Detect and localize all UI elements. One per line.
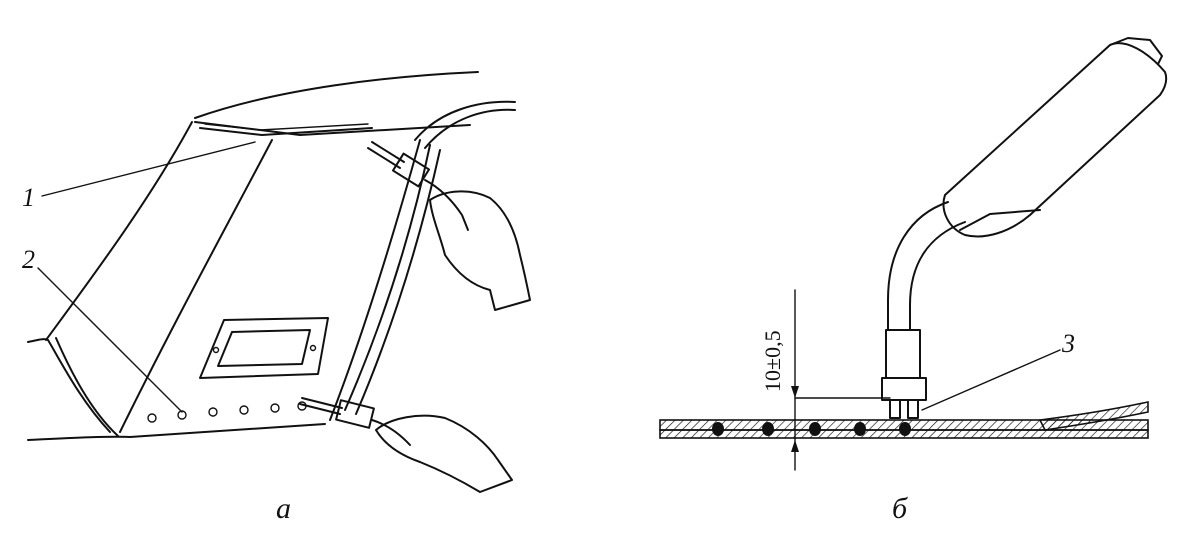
body-lower-contour [27, 338, 111, 433]
leader-line-3 [921, 349, 1061, 411]
weld-spot [854, 422, 866, 436]
weld-spot [899, 422, 911, 436]
upper-hand [429, 190, 531, 311]
roof-seam-bead [199, 127, 373, 136]
caption-panel-a: а [276, 492, 291, 525]
upper-welding-torch [367, 141, 531, 311]
sill-line [27, 423, 326, 441]
weld-hole [177, 410, 187, 420]
lower-hand [375, 414, 513, 493]
caption-panel-b: б [892, 492, 908, 525]
pillar-inner-edge [119, 139, 273, 433]
dimension-marker [791, 289, 891, 471]
window-frame-outer [414, 100, 516, 141]
filler-plate [199, 317, 329, 379]
weld-spots [712, 422, 911, 436]
callout-label-2: 2 [22, 245, 35, 274]
door-rear-edge [329, 139, 421, 421]
dimension-label: 10±0,5 [760, 330, 785, 392]
callout-label-3: 3 [1061, 329, 1075, 358]
gun-handle [942, 42, 1168, 238]
gun-nozzle-tip [881, 377, 927, 401]
callout-label-1: 1 [22, 183, 35, 212]
leader-line-1 [41, 141, 256, 197]
leader-line-2 [37, 267, 183, 413]
weld-hole-row [147, 401, 307, 423]
weld-hole [208, 407, 218, 417]
weld-hole [147, 413, 157, 423]
weld-hole [270, 403, 280, 413]
window-frame-inner [424, 108, 516, 149]
panel-b-illustration [659, 37, 1168, 471]
gun-nozzle-body [885, 329, 921, 379]
panel-a-illustration [27, 71, 531, 493]
weld-spot [809, 422, 821, 436]
weld-spot [712, 422, 724, 436]
weld-spot [762, 422, 774, 436]
gun-gooseneck [887, 201, 949, 331]
upper-sheet-lip [1038, 401, 1149, 431]
lower-welding-torch [299, 397, 513, 493]
weld-hole [239, 405, 249, 415]
pillar-front-edge [45, 121, 193, 341]
car-roof-line [194, 71, 479, 119]
